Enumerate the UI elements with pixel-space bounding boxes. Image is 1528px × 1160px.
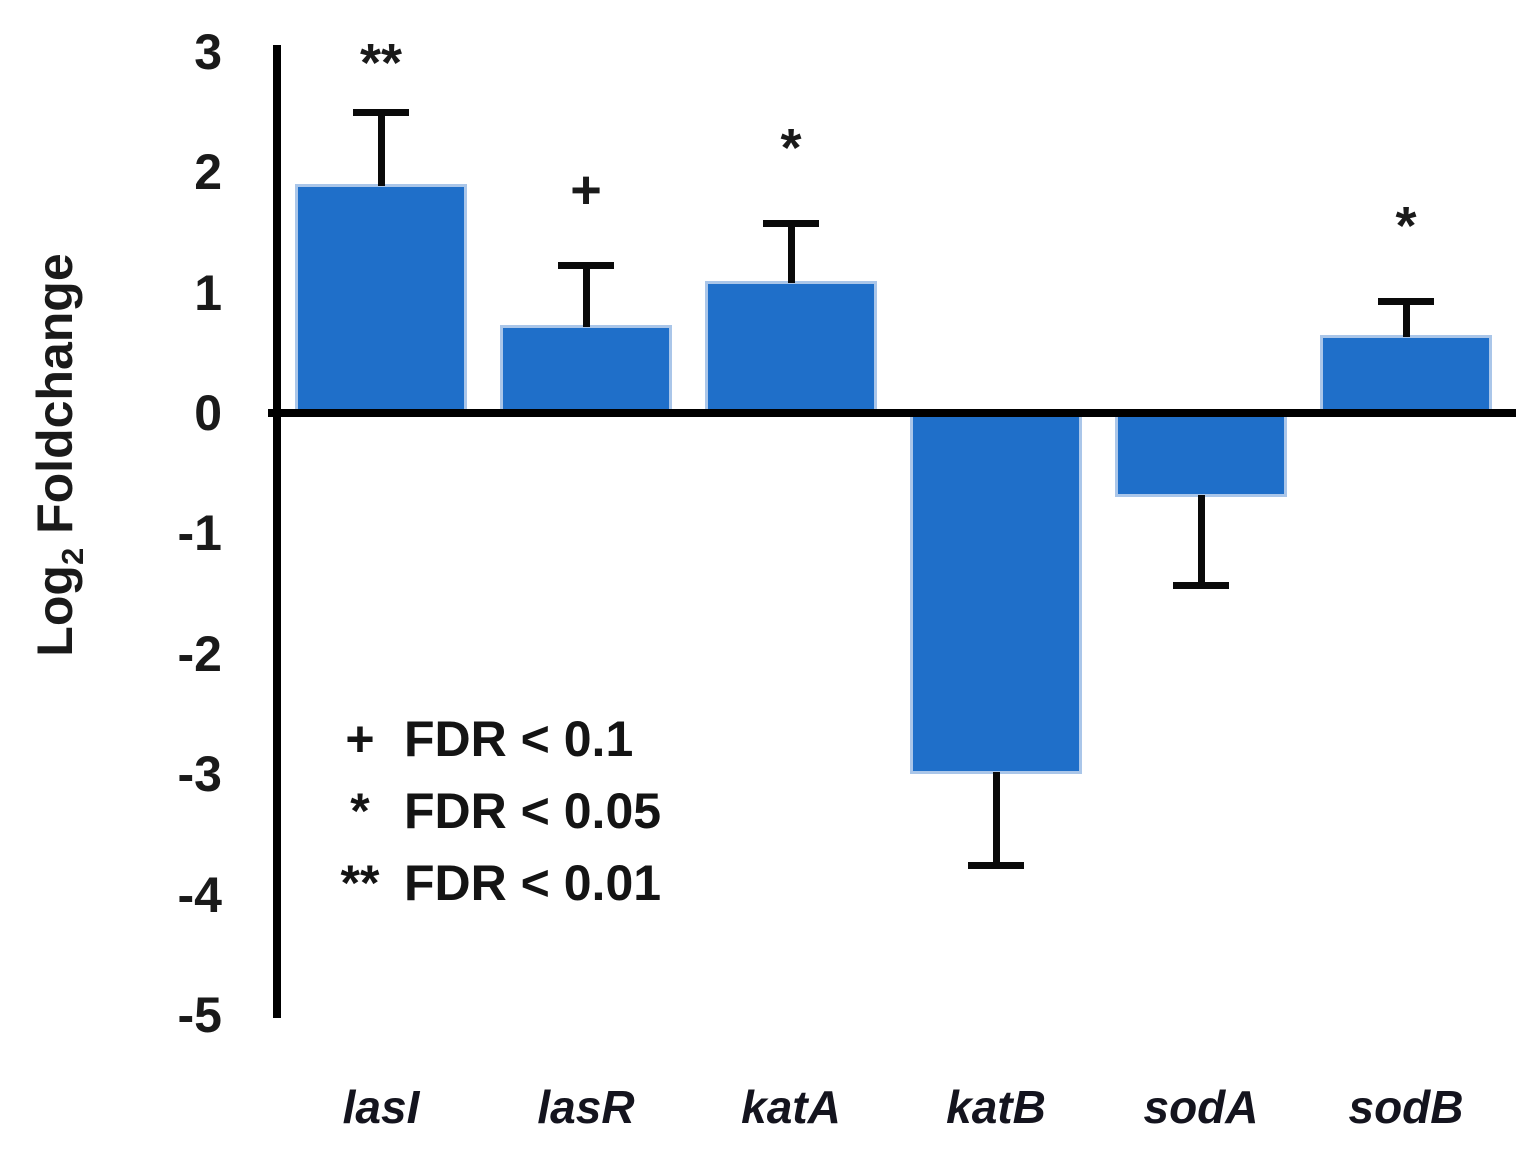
x-category-label-katA: katA bbox=[741, 1081, 841, 1133]
y-axis-title: Log2 Foldchange bbox=[18, 75, 92, 835]
error-bar-line-lasI bbox=[377, 112, 385, 187]
legend-row-2: * FDR < 0.05 bbox=[322, 775, 661, 847]
significance-marker-sodB: * bbox=[1395, 196, 1417, 257]
y-tick-label--2: -2 bbox=[177, 625, 222, 682]
bar-katB bbox=[910, 413, 1082, 775]
bar-katA bbox=[705, 280, 877, 413]
bar-sodB bbox=[1320, 334, 1492, 413]
y-tick-label-0: 0 bbox=[194, 385, 222, 441]
legend-label-2: FDR < 0.05 bbox=[404, 783, 662, 839]
error-bar-line-sodA bbox=[1197, 495, 1205, 586]
error-bar-cap-katA bbox=[763, 219, 819, 227]
bar-lasR bbox=[500, 325, 672, 413]
x-axis-line bbox=[268, 409, 1516, 417]
error-bar-line-katB bbox=[992, 772, 1000, 865]
significance-marker-katA: * bbox=[780, 117, 802, 178]
x-category-label-lasI: lasI bbox=[342, 1081, 420, 1133]
error-bar-cap-katB bbox=[968, 861, 1024, 869]
error-bar-cap-sodA bbox=[1173, 582, 1229, 590]
y-axis-line bbox=[273, 45, 281, 1018]
y-tick-label-1: 1 bbox=[194, 264, 222, 321]
legend-label-3: FDR < 0.01 bbox=[404, 855, 662, 911]
error-bar-cap-sodB bbox=[1378, 298, 1434, 306]
y-axis-title-prefix: Log bbox=[27, 565, 83, 657]
y-axis-title-suffix: Foldchange bbox=[27, 253, 83, 548]
x-category-label-lasR: lasR bbox=[537, 1081, 635, 1133]
legend-row-3: ** FDR < 0.01 bbox=[322, 847, 662, 919]
y-tick-label--3: -3 bbox=[177, 746, 222, 803]
legend-marker-3: ** bbox=[340, 855, 380, 911]
error-bar-line-lasR bbox=[582, 264, 590, 328]
bar-lasI bbox=[295, 184, 467, 413]
y-tick-label--4: -4 bbox=[177, 866, 222, 923]
legend-marker-2: * bbox=[350, 783, 370, 839]
legend-marker-1: + bbox=[345, 711, 375, 767]
error-bar-cap-lasR bbox=[558, 261, 614, 269]
significance-marker-lasI: ** bbox=[359, 33, 403, 93]
y-tick-label--5: -5 bbox=[177, 987, 222, 1043]
y-tick-label-2: 2 bbox=[194, 144, 222, 201]
x-category-label-katB: katB bbox=[946, 1081, 1046, 1133]
bar-sodA bbox=[1115, 413, 1287, 498]
significance-marker-lasR: + bbox=[570, 159, 602, 220]
error-bar-cap-lasI bbox=[353, 109, 409, 116]
legend-row-1: + FDR < 0.1 bbox=[322, 703, 661, 775]
legend-label-1: FDR < 0.1 bbox=[404, 711, 634, 767]
y-tick-label--1: -1 bbox=[177, 505, 222, 562]
significance-legend: + FDR < 0.1 * FDR < 0.05 ** FDR < 0.01 bbox=[322, 703, 662, 919]
x-category-label-sodB: sodB bbox=[1348, 1081, 1464, 1133]
y-axis-title-subscript: 2 bbox=[55, 547, 90, 566]
y-tick-label-3: 3 bbox=[194, 23, 222, 80]
error-bar-line-katA bbox=[787, 222, 795, 283]
error-bar-line-sodB bbox=[1402, 301, 1410, 337]
x-category-label-sodA: sodA bbox=[1143, 1081, 1259, 1133]
